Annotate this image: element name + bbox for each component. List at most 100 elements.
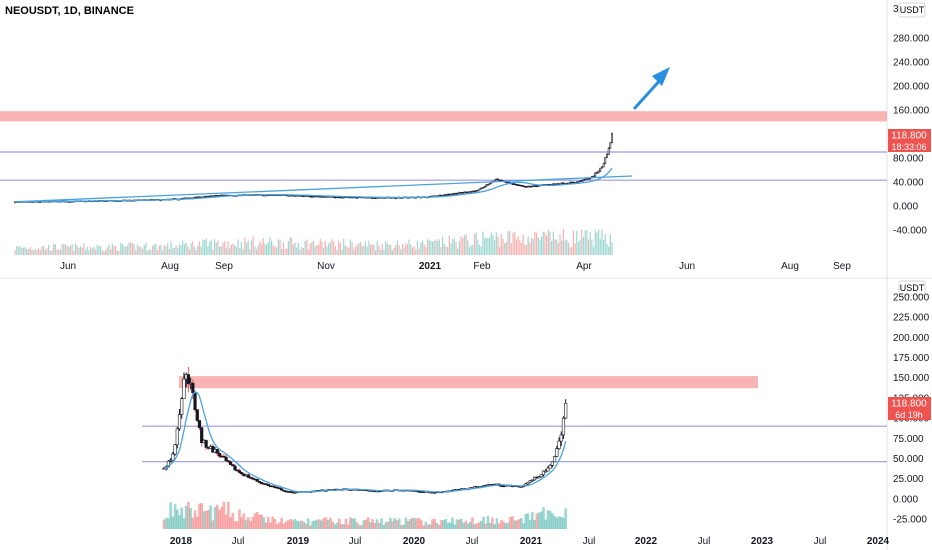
candle-body — [564, 403, 568, 419]
volume-bar — [266, 516, 270, 529]
volume-bar — [504, 523, 508, 529]
volume-bar — [497, 236, 499, 255]
volume-bar — [200, 246, 202, 255]
volume-bar — [173, 248, 175, 255]
volume-bar — [32, 250, 35, 255]
candle-body — [584, 178, 587, 181]
volume-bar — [522, 234, 524, 255]
volume-bar — [368, 241, 370, 255]
volume-bar — [89, 247, 92, 255]
volume-bar — [551, 512, 554, 529]
volume-bar — [582, 237, 585, 255]
volume-bar — [178, 515, 181, 529]
volume-bar — [34, 248, 36, 255]
volume-bar — [214, 239, 216, 255]
volume-bar — [244, 520, 248, 529]
volume-bar — [493, 524, 496, 529]
candle-body — [530, 185, 533, 188]
volume-bar — [480, 246, 482, 255]
volume-bar — [100, 246, 102, 255]
volume-bar — [229, 517, 232, 529]
volume-bar — [447, 247, 449, 255]
volume-bar — [202, 239, 204, 255]
volume-bar — [133, 244, 135, 255]
candle-body — [497, 178, 499, 181]
volume-bar — [131, 243, 134, 255]
candle-body — [526, 481, 530, 485]
volume-bar — [29, 247, 31, 255]
volume-bar — [326, 519, 330, 529]
volume-bar — [240, 241, 243, 255]
volume-bar — [232, 243, 234, 255]
volume-bar — [440, 520, 443, 529]
volume-bar — [220, 246, 222, 255]
volume-bar — [398, 245, 400, 255]
volume-bar — [489, 237, 491, 255]
volume-bar — [300, 520, 303, 529]
symbol-title[interactable]: NEOUSDT, 1D, BINANCE — [5, 5, 134, 17]
bottom-time-scale: 2018 Jul 2019 Jul 2020 Jul 2021 Jul 2022 Jul 2023 J… — [170, 536, 890, 547]
volume-bar — [349, 239, 352, 255]
volume-bar — [172, 248, 174, 255]
candle-body — [246, 474, 250, 478]
candle-body — [468, 191, 471, 193]
volume-bar — [242, 513, 246, 529]
volume-bar — [552, 231, 554, 255]
volume-bar — [526, 513, 530, 529]
candle-body — [599, 167, 602, 172]
volume-bar — [180, 507, 184, 529]
volume-bar — [422, 525, 425, 529]
volume-bar — [44, 249, 46, 255]
volume-bar — [586, 229, 588, 255]
volume-bar — [73, 251, 75, 255]
volume-bar — [535, 513, 539, 529]
candle-body — [552, 183, 555, 186]
volume-bar — [296, 247, 298, 255]
candle-body — [215, 194, 218, 197]
currency-label-top[interactable]: USDT — [900, 5, 925, 15]
volume-bar — [391, 250, 393, 255]
currency-box-bottom[interactable] — [898, 280, 926, 296]
candle-body — [191, 382, 195, 393]
candle-body — [458, 192, 461, 194]
volume-bar — [279, 239, 281, 255]
volume-bar — [415, 518, 419, 529]
candle-body — [321, 196, 323, 198]
volume-bar — [360, 525, 363, 529]
resistance-zone — [0, 111, 887, 122]
volume-bar — [425, 247, 427, 255]
volume-bar — [329, 242, 331, 255]
candle-body — [204, 440, 208, 448]
volume-bar — [293, 518, 297, 529]
volume-bar — [592, 247, 595, 255]
currency-box-top[interactable] — [898, 2, 926, 18]
price-tick-label: 80.000 — [893, 154, 924, 165]
volume-bar — [517, 236, 519, 255]
volume-bar — [406, 520, 410, 529]
volume-bar — [495, 518, 499, 529]
volume-bar — [69, 245, 72, 255]
volume-bar — [170, 241, 172, 255]
volume-bar — [393, 247, 395, 255]
candle-body — [471, 190, 474, 193]
volume-bar — [440, 247, 442, 255]
volume-bar — [478, 245, 481, 255]
volume-bar — [115, 245, 117, 255]
volume-bar — [437, 525, 441, 529]
volume-bar — [74, 243, 77, 255]
volume-bar — [421, 240, 424, 255]
candle-body — [224, 456, 228, 462]
currency-label-bottom[interactable]: USDT — [900, 283, 925, 293]
volume-bar — [513, 520, 516, 529]
volume-bar — [435, 522, 439, 529]
log-toggle[interactable]: 3 — [893, 4, 899, 15]
candle-body — [466, 191, 469, 194]
volume-bar — [346, 246, 348, 255]
volume-bar — [491, 517, 494, 529]
volume-bar — [557, 243, 559, 255]
volume-bar — [499, 247, 501, 255]
volume-bar — [502, 239, 504, 255]
volume-bar — [599, 239, 601, 255]
volume-bar — [323, 247, 325, 255]
volume-bar — [462, 522, 465, 529]
